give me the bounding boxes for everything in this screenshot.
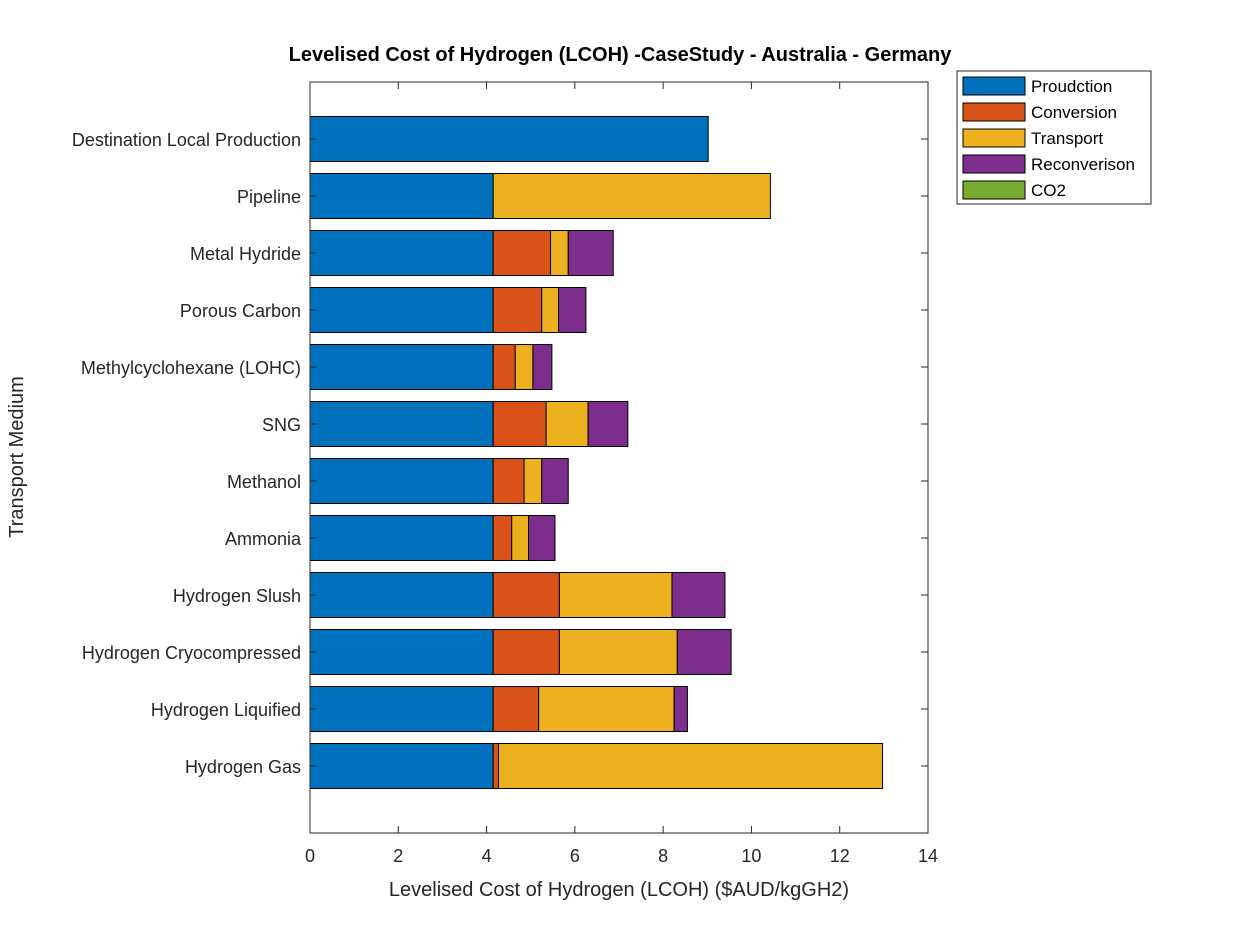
legend-swatch-conversion (962, 102, 1026, 122)
y-tick-label: Methanol (227, 472, 301, 492)
bar-transport-hydrogen-slush (558, 572, 673, 618)
legend-swatch-reconverison (962, 154, 1026, 174)
y-tick-label: Porous Carbon (180, 301, 301, 321)
bar-transport-hydrogen-cryocompressed (558, 629, 678, 675)
bar-proudction-sng (309, 401, 494, 447)
bar-conversion-porous-carbon (492, 287, 543, 333)
y-tick-label: Hydrogen Liquified (151, 700, 301, 720)
bar-proudction-metal-hydride (309, 230, 494, 276)
legend-label: CO2 (1031, 181, 1066, 200)
bar-transport-sng (545, 401, 589, 447)
x-tick-label: 2 (393, 846, 403, 866)
y-tick-label: Ammonia (225, 529, 302, 549)
bar-conversion-hydrogen-cryocompressed (492, 629, 560, 675)
legend-label: Transport (1031, 129, 1103, 148)
y-tick-label: Methylcyclohexane (LOHC) (81, 358, 301, 378)
bar-proudction-hydrogen-slush (309, 572, 494, 618)
y-tick-label: Hydrogen Gas (185, 757, 301, 777)
bar-conversion-hydrogen-slush (492, 572, 560, 618)
y-tick-label: SNG (262, 415, 301, 435)
legend-label: Conversion (1031, 103, 1117, 122)
bar-conversion-methanol (492, 458, 525, 504)
x-axis-ticks: 0 2 4 6 8 10 12 14 (305, 82, 938, 866)
bar-proudction-porous-carbon (309, 287, 494, 333)
x-axis-label: Levelised Cost of Hydrogen (LCOH) ($AUD/… (389, 879, 849, 901)
bar-layer (309, 116, 884, 789)
bar-transport-ammonia (511, 515, 530, 561)
x-tick-label: 12 (830, 846, 850, 866)
bar-proudction-methylcyclohexane-lohc- (309, 344, 494, 390)
bar-transport-hydrogen-liquified (538, 686, 675, 732)
bar-proudction-methanol (309, 458, 494, 504)
legend-swatch-transport (962, 128, 1026, 148)
x-tick-label: 6 (570, 846, 580, 866)
bar-proudction-hydrogen-liquified (309, 686, 494, 732)
bar-conversion-hydrogen-liquified (492, 686, 540, 732)
legend-swatch-co2 (962, 180, 1026, 200)
bar-reconverison-hydrogen-slush (671, 572, 726, 618)
x-tick-label: 4 (482, 846, 492, 866)
y-axis-ticks: Hydrogen Gas Hydrogen Liquified Hydrogen C… (72, 130, 928, 777)
legend: Proudction Conversion Transport Reconveriso… (956, 70, 1152, 205)
bar-conversion-methylcyclohexane-lohc- (492, 344, 516, 390)
legend-swatch-proudction (962, 76, 1026, 96)
bar-reconverison-methanol (541, 458, 569, 504)
bar-transport-hydrogen-gas (497, 743, 884, 789)
bar-transport-metal-hydride (550, 230, 569, 276)
bar-proudction-hydrogen-cryocompressed (309, 629, 494, 675)
y-tick-label: Hydrogen Cryocompressed (82, 643, 301, 663)
y-tick-label: Metal Hydride (190, 244, 301, 264)
x-tick-label: 0 (305, 846, 315, 866)
y-axis-label: Transport Medium (6, 376, 28, 538)
bar-conversion-metal-hydride (492, 230, 552, 276)
bar-proudction-pipeline (309, 173, 494, 219)
bar-transport-pipeline (492, 173, 771, 219)
x-tick-label: 10 (741, 846, 761, 866)
bar-proudction-hydrogen-gas (309, 743, 494, 789)
bar-reconverison-hydrogen-liquified (673, 686, 688, 732)
y-tick-label: Pipeline (237, 187, 301, 207)
x-tick-label: 14 (918, 846, 938, 866)
bar-proudction-ammonia (309, 515, 494, 561)
chart-title: Levelised Cost of Hydrogen (LCOH) -CaseS… (289, 44, 953, 66)
bar-reconverison-metal-hydride (567, 230, 614, 276)
bar-conversion-sng (492, 401, 547, 447)
bar-reconverison-methylcyclohexane-lohc- (532, 344, 553, 390)
bar-reconverison-ammonia (528, 515, 556, 561)
y-tick-label: Destination Local Production (72, 130, 301, 150)
legend-label: Proudction (1031, 77, 1112, 96)
bar-transport-methylcyclohexane-lohc- (514, 344, 534, 390)
bar-reconverison-sng (587, 401, 629, 447)
legend-label: Reconverison (1031, 155, 1135, 174)
bar-proudction-destination-local-production (309, 116, 709, 162)
x-tick-label: 8 (658, 846, 668, 866)
plot-area-frame (309, 81, 929, 834)
bar-conversion-ammonia (492, 515, 513, 561)
bar-conversion-hydrogen-gas (492, 743, 499, 789)
bar-reconverison-hydrogen-cryocompressed (676, 629, 732, 675)
bar-transport-porous-carbon (541, 287, 560, 333)
bar-reconverison-porous-carbon (558, 287, 587, 333)
bar-transport-methanol (523, 458, 543, 504)
y-tick-label: Hydrogen Slush (173, 586, 301, 606)
